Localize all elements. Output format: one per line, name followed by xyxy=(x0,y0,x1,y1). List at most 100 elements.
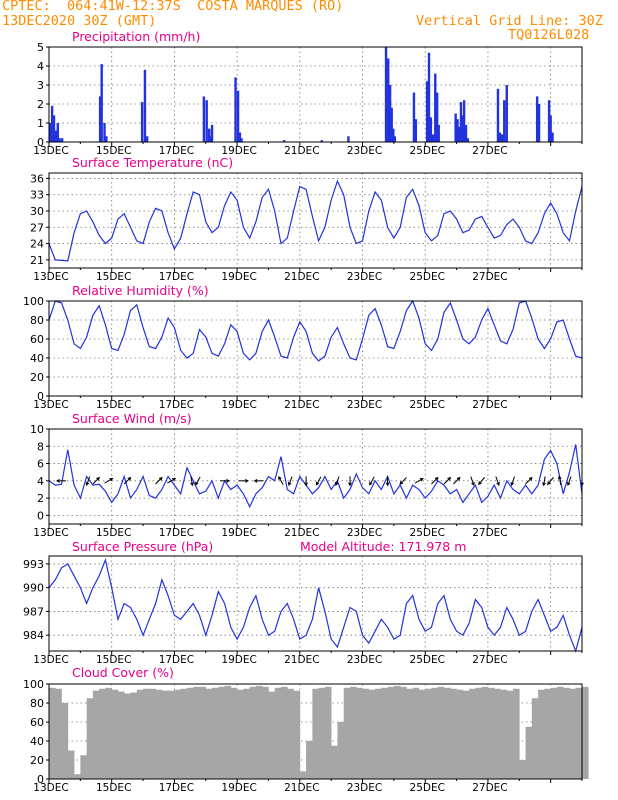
precip-bar xyxy=(238,132,242,142)
precip-bar xyxy=(282,140,286,142)
cloud-bar xyxy=(318,687,326,779)
pres-ytick-label: 993 xyxy=(23,558,44,571)
wind-arrow xyxy=(167,478,177,484)
precip-bar xyxy=(393,136,397,142)
cloud-bar xyxy=(381,687,388,779)
cloud-bar xyxy=(268,691,276,779)
wind-xtick-label: 25DEC xyxy=(410,527,445,539)
cloud-bar xyxy=(199,686,207,779)
wind-arrow xyxy=(369,476,375,486)
cloud-bar xyxy=(393,685,401,779)
cloud-bar xyxy=(274,687,282,779)
rh-xtick-label: 15DEC xyxy=(96,399,131,411)
precip-bar xyxy=(547,100,551,142)
wind-arrow xyxy=(253,478,264,483)
cloud-bar xyxy=(343,687,351,779)
precip-bar xyxy=(210,124,214,142)
wind-xtick-label: 19DEC xyxy=(221,527,256,539)
cloud-bar xyxy=(406,688,414,779)
cloud-bar xyxy=(105,687,113,779)
temp-xtick-label: 27DEC xyxy=(472,271,507,283)
precip-bar xyxy=(427,52,431,143)
precip-bar xyxy=(505,85,508,142)
cloud-bar xyxy=(161,690,169,779)
rh-ytick-label: 0 xyxy=(37,390,44,403)
cloud-bar xyxy=(67,750,75,779)
wind-series-line xyxy=(48,444,583,509)
temp-ytick-label: 30 xyxy=(30,205,44,218)
cloud-bar xyxy=(400,686,407,779)
cloud-bar xyxy=(475,687,482,779)
cloud-xtick-label: 21DEC xyxy=(284,782,319,794)
wind-arrow xyxy=(566,476,572,487)
cloud-ytick-label: 0 xyxy=(37,773,44,786)
cloud-title: Cloud Cover (%) xyxy=(72,665,174,680)
temp-xtick-label: 19DEC xyxy=(221,271,256,283)
wind-arrow xyxy=(287,476,293,487)
precip-bar xyxy=(240,138,243,142)
precip-bar xyxy=(435,92,439,142)
cloud-bar xyxy=(143,688,150,779)
precip-bar xyxy=(105,136,108,142)
cloud-bar xyxy=(550,687,558,779)
wind-arrow xyxy=(220,478,231,483)
precip-bar xyxy=(52,115,56,142)
precip-bar xyxy=(347,136,350,142)
precip-bar xyxy=(425,81,429,142)
precip-bar xyxy=(549,115,552,142)
cloud-bar xyxy=(444,687,451,779)
pres-xtick-label: 27DEC xyxy=(472,654,507,666)
cloud-ytick-label: 80 xyxy=(30,697,44,710)
wind-arrow xyxy=(304,476,308,487)
precip-bar xyxy=(412,92,416,142)
precip-xtick-label: 17DEC xyxy=(159,145,194,157)
cloud-bar xyxy=(218,686,225,779)
cloud-bar xyxy=(230,687,238,779)
precip-bar xyxy=(56,123,59,142)
cloud-bar xyxy=(168,690,175,779)
precip-xtick-label: 25DEC xyxy=(410,145,445,157)
wind-arrow xyxy=(238,478,249,483)
cloud-bar xyxy=(193,686,200,779)
precip-ytick-label: 1 xyxy=(37,117,44,130)
temp-xtick-label: 17DEC xyxy=(159,271,194,283)
cloud-bar xyxy=(412,687,420,779)
cloud-bar xyxy=(80,755,87,779)
wind-arrow xyxy=(55,478,67,483)
temp-xtick-label: 23DEC xyxy=(347,271,382,283)
wind-arrow xyxy=(478,477,485,486)
precip-bar xyxy=(498,132,502,142)
precip-bar xyxy=(551,132,554,142)
cloud-bar xyxy=(556,686,564,779)
cloud-xtick-label: 13DEC xyxy=(33,782,68,794)
temp-ytick-label: 36 xyxy=(30,172,44,185)
cloud-bar xyxy=(544,688,551,779)
cloud-bar xyxy=(124,693,131,779)
pres-series-line xyxy=(48,557,583,653)
pres-xtick-label: 15DEC xyxy=(96,654,131,666)
cloud-bar xyxy=(487,687,495,779)
wind-arrow xyxy=(453,476,461,485)
wind-ytick-label: 8 xyxy=(37,440,44,453)
model-altitude: Model Altitude: 171.978 m xyxy=(300,539,467,554)
rh-ytick-label: 40 xyxy=(30,352,44,365)
cloud-bar xyxy=(49,687,56,779)
cloud-bar xyxy=(324,686,332,779)
cloud-bar xyxy=(174,689,182,779)
cloud-bar xyxy=(531,698,539,779)
precip-bar xyxy=(434,73,437,142)
temp-xtick-label: 21DEC xyxy=(284,271,319,283)
cloud-bar xyxy=(186,687,194,779)
cloud-bar xyxy=(130,692,138,779)
wind-arrow xyxy=(195,476,201,486)
precip-bar xyxy=(429,117,433,142)
cloud-bar xyxy=(262,686,269,779)
pres-ytick-label: 987 xyxy=(23,605,44,618)
cloud-bar xyxy=(437,686,445,779)
cloud-ytick-label: 20 xyxy=(30,754,44,767)
precip-ytick-label: 2 xyxy=(37,98,44,111)
wind-ytick-label: 4 xyxy=(37,475,44,488)
precip-bar xyxy=(456,119,459,142)
precip-bar xyxy=(236,90,240,142)
wind-ytick-label: 6 xyxy=(37,458,44,471)
